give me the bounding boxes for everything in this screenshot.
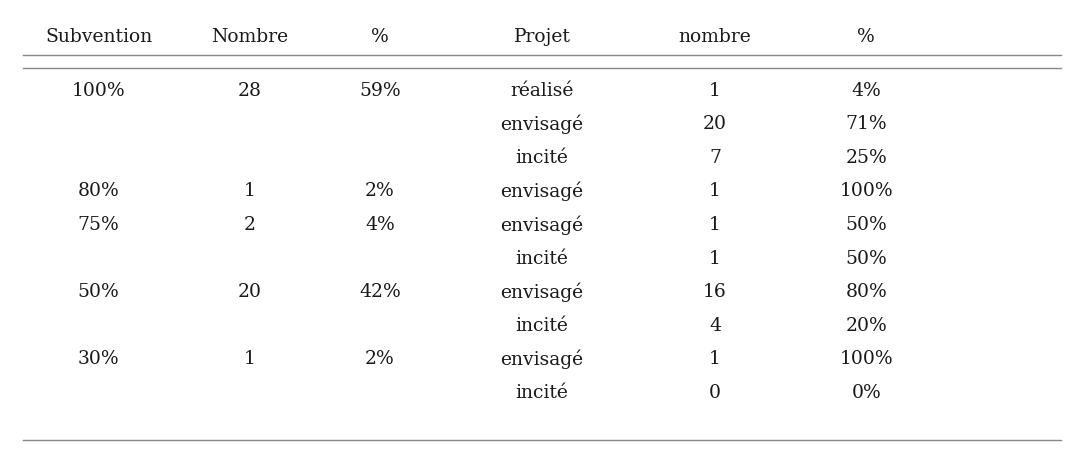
Text: incité: incité (516, 250, 568, 268)
Text: 2: 2 (244, 216, 256, 234)
Text: 50%: 50% (846, 250, 887, 268)
Text: 1: 1 (709, 350, 721, 368)
Text: 1: 1 (709, 250, 721, 268)
Text: envisagé: envisagé (501, 182, 583, 201)
Text: 20: 20 (238, 283, 262, 301)
Text: 16: 16 (704, 283, 727, 301)
Text: 20: 20 (704, 115, 727, 133)
Text: 1: 1 (709, 82, 721, 100)
Text: 0%: 0% (852, 384, 881, 402)
Text: 75%: 75% (78, 216, 119, 234)
Text: nombre: nombre (679, 28, 751, 46)
Text: 20%: 20% (846, 317, 887, 335)
Text: 50%: 50% (846, 216, 887, 234)
Text: Nombre: Nombre (211, 28, 288, 46)
Text: 100%: 100% (72, 82, 126, 100)
Text: Projet: Projet (514, 28, 570, 46)
Text: envisagé: envisagé (501, 215, 583, 235)
Text: 4%: 4% (365, 216, 395, 234)
Text: incité: incité (516, 149, 568, 167)
Text: 59%: 59% (359, 82, 401, 100)
Text: 71%: 71% (846, 115, 887, 133)
Text: 80%: 80% (78, 182, 119, 200)
Text: 0: 0 (709, 384, 721, 402)
Text: 1: 1 (709, 182, 721, 200)
Text: 100%: 100% (839, 350, 893, 368)
Text: incité: incité (516, 384, 568, 402)
Text: 1: 1 (244, 350, 256, 368)
Text: 1: 1 (709, 216, 721, 234)
Text: 42%: 42% (359, 283, 401, 301)
Text: envisagé: envisagé (501, 115, 583, 134)
Text: 50%: 50% (78, 283, 119, 301)
Text: %: % (371, 28, 389, 46)
Text: 30%: 30% (78, 350, 119, 368)
Text: envisagé: envisagé (501, 282, 583, 302)
Text: Subvention: Subvention (46, 28, 153, 46)
Text: incité: incité (516, 317, 568, 335)
Text: 4%: 4% (852, 82, 881, 100)
Text: 28: 28 (238, 82, 262, 100)
Text: 2%: 2% (365, 182, 395, 200)
Text: 25%: 25% (846, 149, 887, 167)
Text: 100%: 100% (839, 182, 893, 200)
Text: 7: 7 (709, 149, 721, 167)
Text: 80%: 80% (846, 283, 887, 301)
Text: 4: 4 (709, 317, 721, 335)
Text: 1: 1 (244, 182, 256, 200)
Text: 2%: 2% (365, 350, 395, 368)
Text: réalisé: réalisé (511, 82, 573, 100)
Text: %: % (857, 28, 875, 46)
Text: envisagé: envisagé (501, 349, 583, 369)
